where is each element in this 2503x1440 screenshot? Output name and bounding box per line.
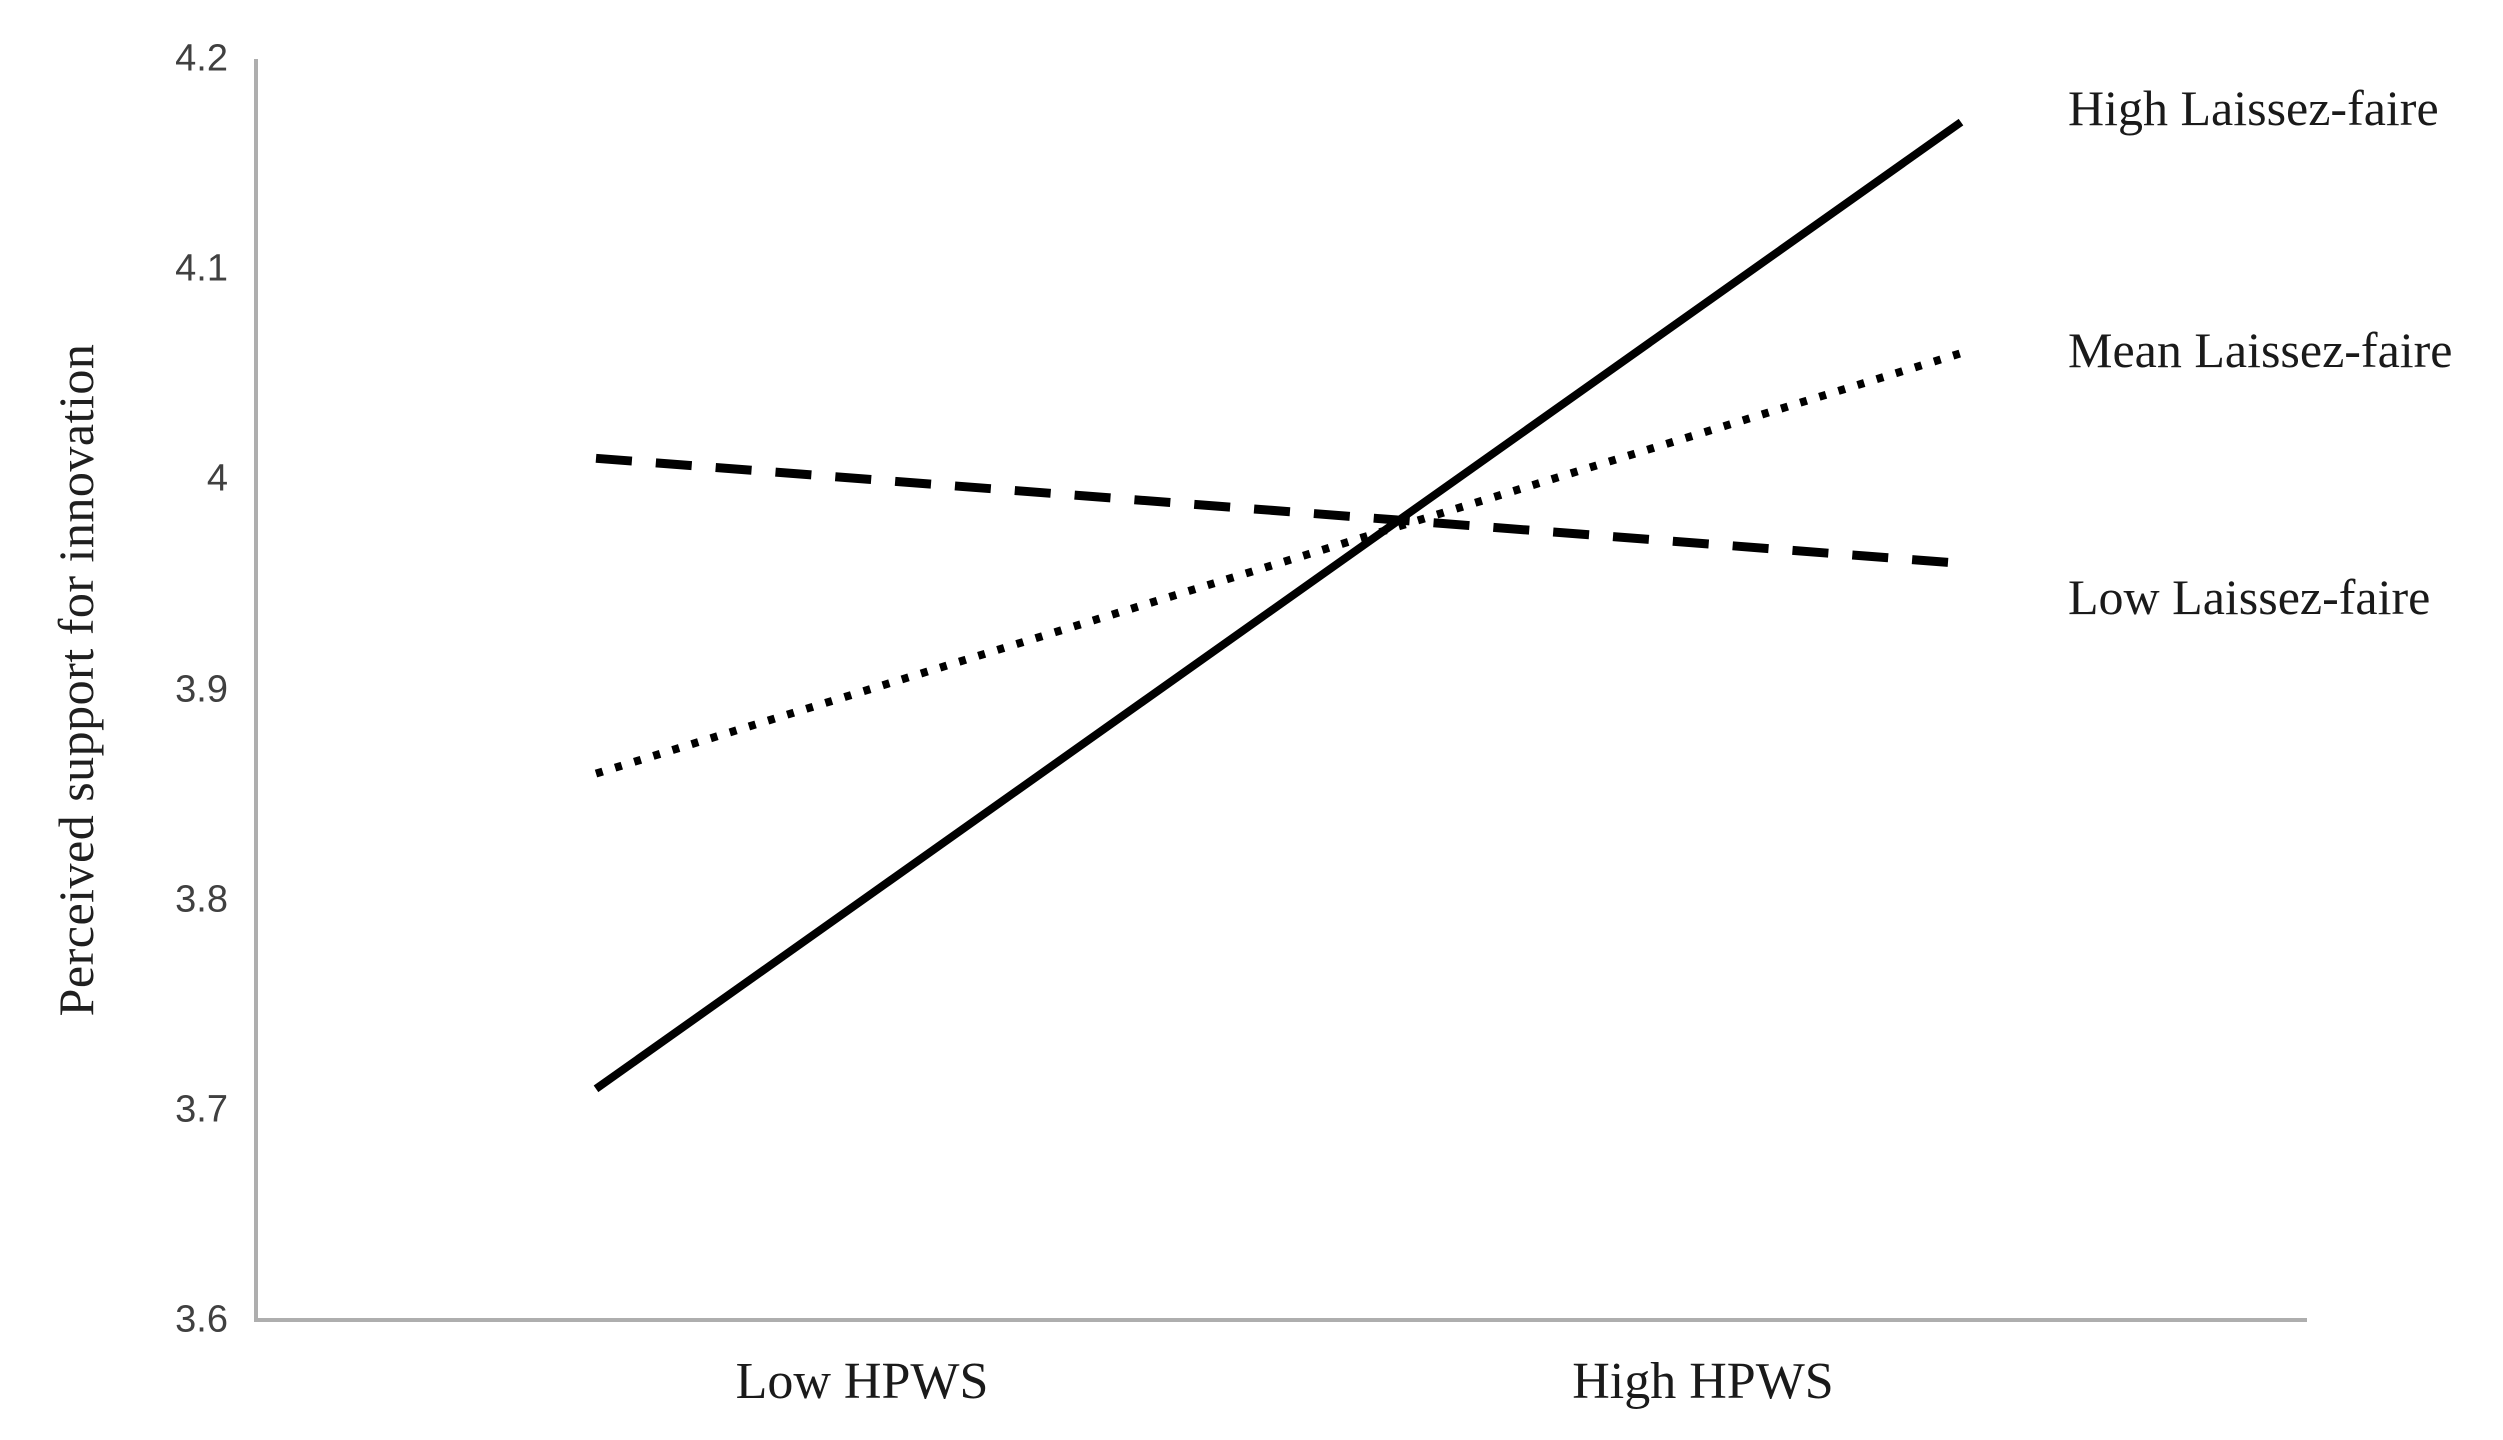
y-tick-label: 3.7 — [175, 1088, 228, 1131]
y-tick-label: 3.6 — [175, 1298, 228, 1341]
x-axis-category-label: High HPWS — [1572, 1353, 1834, 1410]
y-tick-label: 3.9 — [175, 668, 228, 711]
series-label: High Laissez-faire — [2068, 80, 2439, 136]
y-axis-title: Perceived support for innovation — [48, 343, 104, 1017]
x-axis-category-label: Low HPWS — [735, 1353, 989, 1410]
y-tick-label: 4.2 — [175, 37, 228, 80]
series-label: Low Laissez-faire — [2068, 569, 2431, 625]
series-lines-layer — [593, 118, 1964, 1093]
y-tick-label: 4.1 — [175, 247, 228, 290]
y-tick-label: 4 — [206, 457, 228, 500]
series-line-dotted — [594, 349, 1963, 778]
series-label: Mean Laissez-faire — [2068, 322, 2453, 378]
y-tick-label: 3.8 — [175, 878, 228, 921]
series-line-dashed — [595, 453, 1962, 568]
series-line-solid — [593, 118, 1964, 1093]
